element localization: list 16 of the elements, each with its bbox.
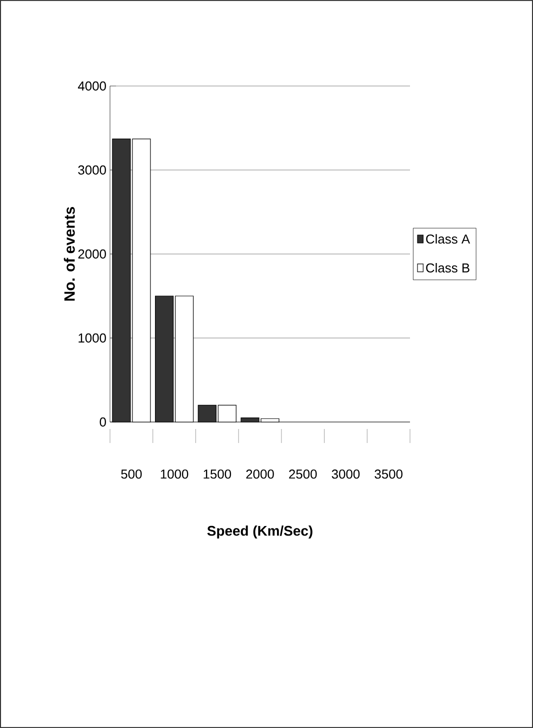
x-axis-title: Speed (Km/Sec) xyxy=(207,526,312,539)
y-tick-label: 3000 xyxy=(78,165,106,175)
x-tick-label: 1500 xyxy=(204,470,232,479)
legend-label: Class A xyxy=(426,234,470,244)
x-tick-label: 3000 xyxy=(332,470,360,479)
x-tick-label: 500 xyxy=(121,470,142,479)
y-tick-label: 0 xyxy=(100,417,106,427)
y-tick-label: 4000 xyxy=(78,81,106,91)
x-tick-label: 2000 xyxy=(246,470,274,479)
x-tick-label: 2500 xyxy=(289,470,317,479)
y-tick-label: 1000 xyxy=(78,333,106,343)
x-tick-label: 3500 xyxy=(374,470,402,479)
y-tick-label: 2000 xyxy=(78,249,106,259)
legend-label: Class B xyxy=(426,262,470,272)
x-tick-label: 1000 xyxy=(160,470,188,479)
y-axis-title: No. of events xyxy=(64,207,75,301)
